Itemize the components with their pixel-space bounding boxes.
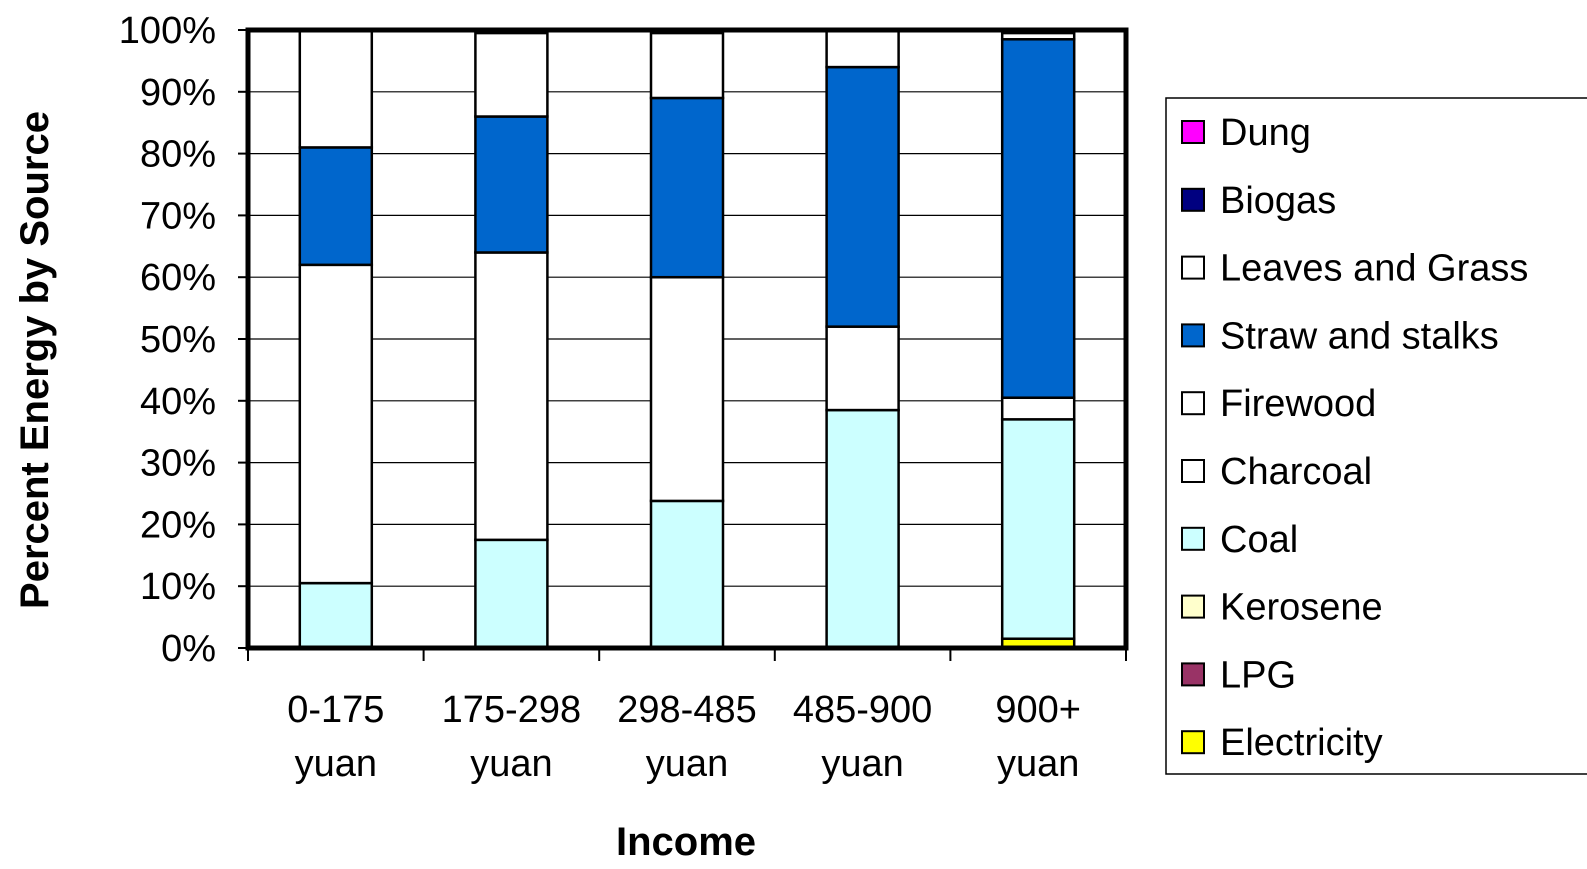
x-tick-label: 485-900: [793, 689, 932, 731]
y-tick-label: 40%: [140, 381, 216, 423]
bar-segment-coal-298485: [649, 499, 725, 650]
legend-box: [1165, 97, 1587, 775]
bar-segment-coal-0175: [298, 581, 374, 650]
bar-segment-straw-and-stalks-175298: [474, 115, 549, 254]
y-tick-label: 30%: [140, 443, 216, 485]
legend-label: Dung: [1220, 112, 1311, 154]
legend-swatch-electricity: [1181, 730, 1205, 755]
y-tick-label: 60%: [140, 257, 216, 299]
y-tick-label: 50%: [140, 319, 216, 361]
bar-segment-straw-and-stalks-298485: [649, 96, 725, 279]
legend-swatch-straw-and-stalks: [1181, 323, 1205, 348]
bar-segment-coal-900+: [1000, 418, 1076, 640]
legend-label: Firewood: [1220, 383, 1376, 425]
x-tick-label: yuan: [470, 743, 552, 785]
bar-segment-coal-175298: [474, 538, 549, 650]
bar-segment-coal-485900: [825, 408, 900, 650]
legend-label: Coal: [1220, 519, 1298, 561]
bar-segment-leaves-and-grass-298485: [649, 31, 725, 100]
y-tick-label: 90%: [140, 72, 216, 114]
axes: [238, 29, 1127, 661]
bar-segment-firewood-900+: [1000, 396, 1076, 421]
y-tick-label: 70%: [140, 195, 216, 237]
y-tick-label: 20%: [140, 504, 216, 546]
x-axis-title: Income: [616, 820, 756, 864]
legend-swatch-lpg: [1181, 662, 1205, 687]
legend-label: Biogas: [1220, 180, 1336, 222]
y-tick-label: 100%: [119, 10, 216, 52]
legend-swatch-biogas: [1181, 187, 1205, 212]
x-tick-label: 900+: [995, 689, 1081, 731]
x-tick-label: 175-298: [442, 689, 581, 731]
legend-label: Straw and stalks: [1220, 315, 1499, 357]
bar-segment-leaves-and-grass-0175: [298, 28, 374, 149]
y-tick-label: 10%: [140, 566, 216, 608]
y-axis-title: Percent Energy by Source: [13, 111, 57, 609]
legend-swatch-firewood: [1181, 391, 1205, 416]
bar-segment-firewood-298485: [649, 275, 725, 503]
x-tick-label: yuan: [295, 743, 377, 785]
legend-swatch-charcoal: [1181, 459, 1205, 483]
legend: Dung Biogas Leaves and Grass Straw and stal…: [1165, 97, 1587, 775]
x-tick-label: yuan: [821, 743, 903, 785]
y-tick-label: 0%: [161, 628, 216, 670]
bar-segment-leaves-and-grass-900+: [1000, 31, 1076, 41]
y-tick-labels: 0% 10% 20% 30% 40% 50% 60% 70% 80% 90% 100%: [119, 10, 216, 670]
bar-segment-leaves-and-grass-485900: [825, 28, 900, 69]
legend-label: Charcoal: [1220, 451, 1372, 493]
x-tick-labels: 0-175 yuan 175-298 yuan 298-485 yuan 485-900 yu…: [287, 689, 1081, 785]
x-tick-label: 0-175: [287, 689, 384, 731]
legend-label: Kerosene: [1220, 587, 1383, 629]
legend-swatch-leaves-and-grass: [1181, 255, 1205, 280]
bar-segment-firewood-485900: [825, 325, 900, 412]
legend-label: Electricity: [1220, 722, 1383, 764]
bar-segment-straw-and-stalks-485900: [825, 65, 900, 328]
x-tick-label: yuan: [997, 743, 1079, 785]
x-tick-label: 298-485: [617, 689, 756, 731]
bar-segment-firewood-0175: [298, 263, 374, 585]
legend-swatch-coal: [1181, 526, 1205, 551]
y-tick-label: 80%: [140, 134, 216, 176]
legend-swatch-dung: [1181, 120, 1205, 144]
bar-segment-firewood-175298: [474, 251, 549, 542]
x-tick-label: yuan: [646, 743, 728, 785]
legend-label: Leaves and Grass: [1220, 248, 1528, 290]
bars: [298, 28, 1076, 650]
legend-swatch-kerosene: [1181, 594, 1205, 619]
bar-segment-leaves-and-grass-175298: [474, 31, 549, 118]
legend-label: LPG: [1220, 654, 1296, 696]
bar-segment-straw-and-stalks-0175: [298, 146, 374, 267]
bar-segment-straw-and-stalks-900+: [1000, 38, 1076, 399]
